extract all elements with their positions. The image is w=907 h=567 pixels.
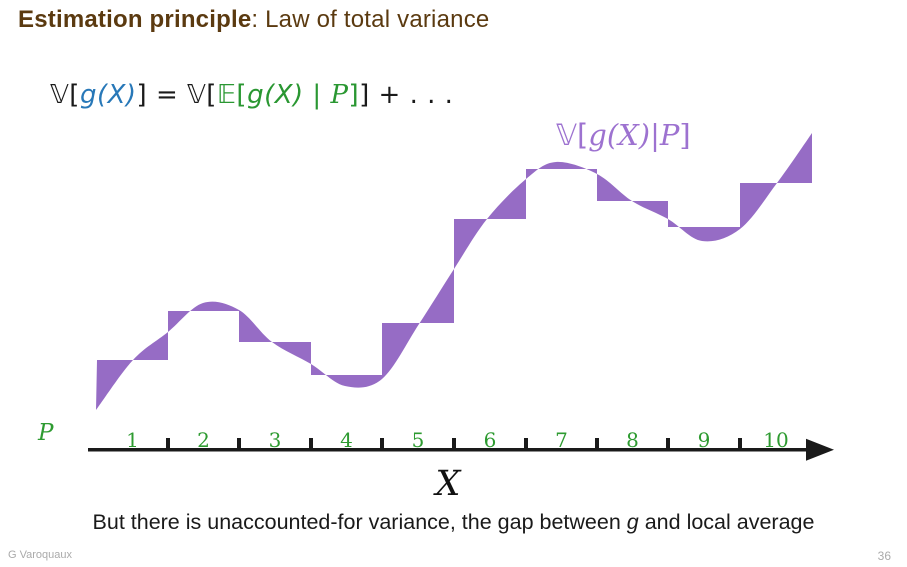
formula-v-open: 𝕍[ [50, 80, 80, 110]
axis-tick-label: 10 [763, 428, 789, 452]
axis-tick [166, 438, 170, 448]
slide-title-bold: Estimation principle [18, 6, 252, 33]
axis-tick [452, 438, 456, 448]
x-axis-line [88, 448, 806, 452]
axis-tick [380, 438, 384, 448]
axis-tick-label: 1 [126, 428, 139, 452]
axis-tick [738, 438, 742, 448]
label-v-open: 𝕍[ [556, 118, 589, 152]
label-bar: | [650, 118, 660, 152]
formula-close-green: ] [348, 80, 360, 110]
x-axis-label: X [435, 464, 461, 504]
axis-tick-label: 3 [268, 428, 282, 452]
axis-tick [666, 438, 670, 448]
axis-partition-symbol: P [38, 420, 54, 446]
bottom-note: But there is unaccounted-for variance, t… [0, 510, 907, 535]
footer-author: G Varoquaux [8, 549, 73, 561]
bottom-note-pre: But there is unaccounted-for variance, t… [92, 510, 627, 534]
axis-tick-label: 4 [340, 428, 353, 452]
total-variance-formula: 𝕍[g(X)] = 𝕍[𝔼[g(X) | P]] + . . . [50, 80, 453, 110]
slide-title-rest: : Law of total variance [251, 6, 490, 33]
axis-tick-label: 6 [483, 428, 497, 452]
formula-partition-symbol: P [330, 80, 349, 110]
formula-close: ] + . . . [359, 80, 454, 110]
axis-tick [524, 438, 528, 448]
conditional-variance-label: 𝕍[g(X)|P] [556, 118, 691, 152]
axis-tick-label: 8 [626, 428, 639, 452]
bottom-note-post: and local average [638, 510, 815, 534]
formula-conditioning-bar: | [303, 80, 331, 110]
label-partition-symbol: P [659, 118, 680, 152]
axis-tick-label: 2 [197, 428, 210, 452]
axis-tick [309, 438, 313, 448]
axis-tick-label: 7 [555, 428, 568, 452]
variance-gap-area [96, 133, 812, 410]
x-axis-arrowhead [806, 438, 834, 461]
axis-tick-label: 5 [411, 428, 425, 452]
formula-g-of-x: g(X) [79, 80, 137, 110]
formula-mid: ] = 𝕍[ [136, 80, 217, 110]
label-close: ] [679, 118, 691, 152]
slide-title: Estimation principle: Law of total varia… [18, 6, 489, 34]
axis-tick [595, 438, 599, 448]
label-g-of-x: g(X) [588, 118, 651, 152]
footer-page-number: 36 [877, 549, 891, 563]
axis-tick-label: 9 [697, 428, 711, 452]
formula-e-open: 𝔼[ [216, 80, 248, 110]
axis-tick [237, 438, 241, 448]
bottom-note-g: g [626, 510, 639, 534]
formula-g-of-x-cond: g(X) [247, 80, 304, 110]
